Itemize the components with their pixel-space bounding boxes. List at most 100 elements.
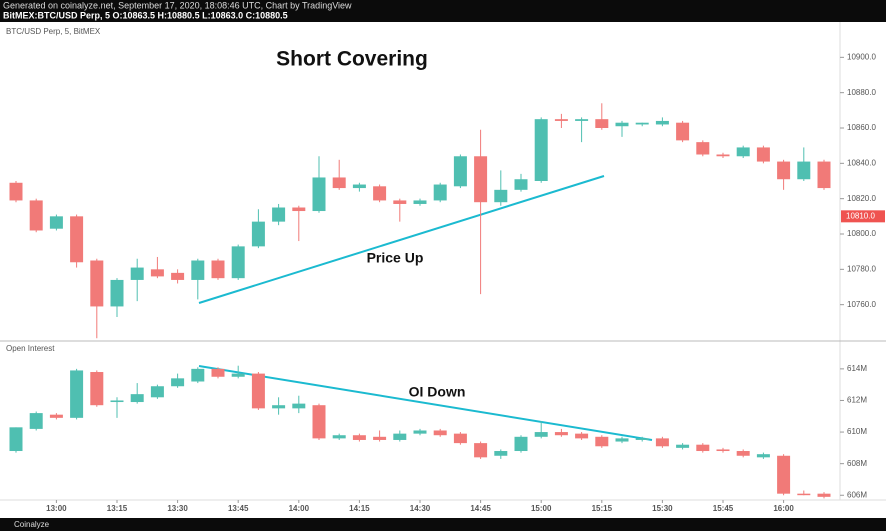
candle-body bbox=[9, 182, 23, 201]
footer-bar bbox=[0, 518, 886, 531]
candle-body bbox=[474, 443, 488, 458]
candle-body bbox=[231, 246, 245, 279]
candle-body bbox=[29, 413, 43, 429]
x-tick-label: 14:00 bbox=[289, 504, 310, 513]
candle-body bbox=[635, 438, 649, 440]
x-tick-label: 14:45 bbox=[470, 504, 491, 513]
candle-body bbox=[716, 154, 730, 157]
candle-body bbox=[534, 432, 548, 437]
candle-body bbox=[90, 372, 104, 406]
candle-body bbox=[292, 207, 306, 212]
candle-body bbox=[413, 430, 427, 434]
pane-label: BTC/USD Perp, 5, BitMEX bbox=[6, 27, 101, 36]
candle-body bbox=[393, 433, 407, 440]
y-tick-label: 10860.0 bbox=[847, 123, 876, 132]
candle-body bbox=[615, 438, 629, 442]
annotation: OI Down bbox=[409, 384, 466, 400]
candle-body bbox=[554, 119, 568, 121]
pane-label: Open Interest bbox=[6, 344, 55, 353]
y-tick-label: 10800.0 bbox=[847, 229, 876, 238]
candle-body bbox=[696, 142, 710, 155]
candle-body bbox=[756, 147, 770, 162]
candle-body bbox=[575, 433, 589, 439]
candle-body bbox=[736, 451, 750, 456]
x-tick-label: 13:45 bbox=[228, 504, 249, 513]
x-tick-label: 14:15 bbox=[349, 504, 370, 513]
candle-body bbox=[211, 368, 225, 377]
candle-body bbox=[797, 493, 811, 496]
candle-body bbox=[272, 405, 286, 409]
candle-body bbox=[332, 435, 346, 439]
chart-title: Short Covering bbox=[276, 48, 428, 71]
candle-body bbox=[110, 279, 124, 307]
y-tick-label: 10760.0 bbox=[847, 300, 876, 309]
candle-body bbox=[191, 260, 205, 280]
candle-body bbox=[231, 373, 245, 377]
x-tick-label: 13:30 bbox=[167, 504, 188, 513]
symbol-text: BitMEX:BTC/USD Perp, 5 O:10863.5 H:10880… bbox=[3, 10, 288, 20]
y-tick-label: 10840.0 bbox=[847, 158, 876, 167]
candle-body bbox=[110, 400, 124, 403]
candle-body bbox=[655, 120, 669, 125]
annotation: Price Up bbox=[367, 250, 424, 266]
candle-body bbox=[635, 122, 649, 125]
x-tick-label: 14:30 bbox=[410, 504, 431, 513]
candle-body bbox=[554, 432, 568, 436]
candle-body bbox=[9, 427, 23, 452]
candle-body bbox=[494, 451, 508, 456]
candle-body bbox=[474, 156, 488, 203]
candle-body bbox=[595, 119, 609, 128]
candle-body bbox=[171, 378, 185, 387]
candle-body bbox=[736, 147, 750, 157]
candle-body bbox=[615, 122, 629, 127]
candle-body bbox=[514, 179, 528, 190]
candle-body bbox=[251, 373, 265, 409]
last-price-box bbox=[841, 210, 885, 223]
candle-body bbox=[716, 449, 730, 452]
candle-body bbox=[433, 184, 447, 201]
candle-body bbox=[413, 200, 427, 204]
y-tick-label: 610M bbox=[847, 427, 867, 436]
last-price-label: 10810.0 bbox=[846, 211, 875, 220]
candle-body bbox=[312, 177, 326, 212]
candle-body bbox=[171, 272, 185, 280]
candle-body bbox=[595, 436, 609, 447]
candle-body bbox=[191, 368, 205, 382]
candle-body bbox=[797, 161, 811, 180]
trend-line bbox=[198, 175, 605, 304]
y-tick-label: 606M bbox=[847, 490, 867, 499]
candle-body bbox=[251, 221, 265, 247]
candle-body bbox=[817, 161, 831, 189]
candle-body bbox=[494, 189, 508, 203]
candle-body bbox=[49, 414, 63, 418]
candle-body bbox=[70, 370, 84, 418]
generated-text: Generated on coinalyze.net, September 17… bbox=[3, 0, 352, 10]
candle-body bbox=[332, 177, 346, 189]
candle-body bbox=[211, 260, 225, 279]
candle-body bbox=[534, 119, 548, 181]
candle-body bbox=[777, 161, 791, 180]
candle-body bbox=[130, 267, 144, 280]
candle-body bbox=[575, 119, 589, 121]
candle-body bbox=[352, 435, 366, 440]
x-tick-label: 15:45 bbox=[713, 504, 734, 513]
x-tick-label: 16:00 bbox=[773, 504, 794, 513]
candle-body bbox=[756, 454, 770, 458]
candle-body bbox=[696, 444, 710, 452]
candle-body bbox=[272, 207, 286, 222]
y-tick-label: 614M bbox=[847, 364, 867, 373]
candle-body bbox=[655, 438, 669, 447]
candle-body bbox=[514, 436, 528, 452]
candle-body bbox=[70, 216, 84, 263]
candle-body bbox=[393, 200, 407, 204]
candle-body bbox=[150, 386, 164, 398]
y-tick-label: 608M bbox=[847, 459, 867, 468]
y-tick-label: 10900.0 bbox=[847, 52, 876, 61]
candle-body bbox=[676, 444, 690, 448]
candle-body bbox=[453, 156, 467, 187]
y-tick-label: 10880.0 bbox=[847, 88, 876, 97]
footer-brand: Coinalyze bbox=[14, 520, 50, 529]
y-tick-label: 10820.0 bbox=[847, 194, 876, 203]
x-tick-label: 15:30 bbox=[652, 504, 673, 513]
